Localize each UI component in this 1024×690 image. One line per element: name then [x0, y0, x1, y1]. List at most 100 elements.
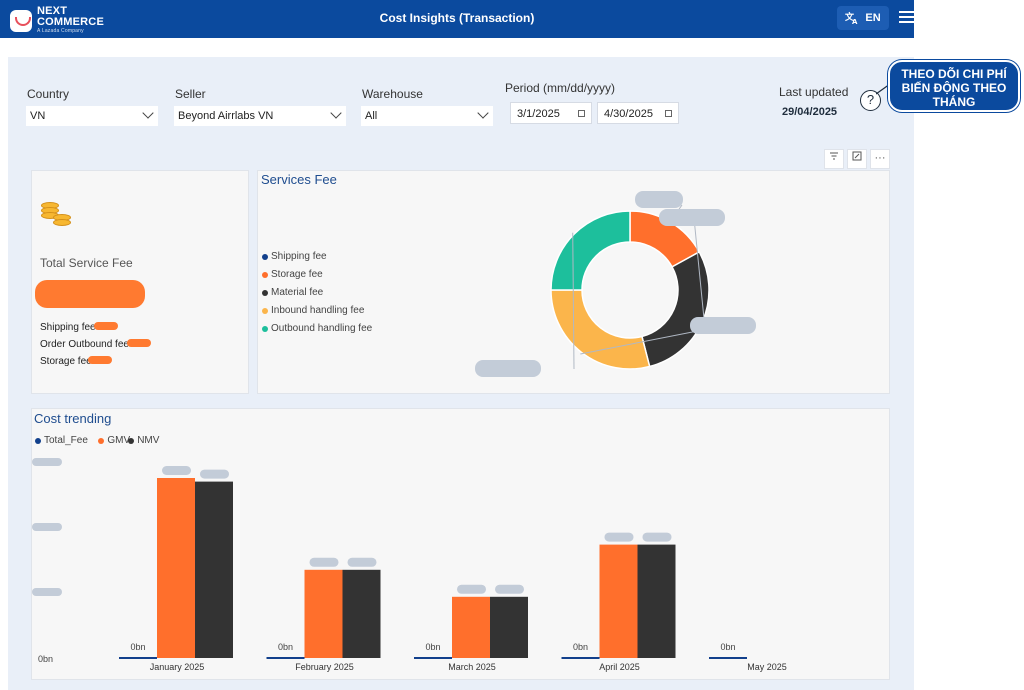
cost-trending-legend-item[interactable]: NMV — [128, 435, 159, 446]
warehouse-select[interactable]: All — [361, 106, 493, 126]
x-tick-label: February 2025 — [295, 662, 354, 672]
order-outbound-fee-label: Order Outbound fee — [40, 339, 129, 350]
period-label: Period (mm/dd/yyyy) — [505, 81, 616, 95]
services-fee-legend-item[interactable]: Outbound handling fee — [262, 323, 372, 334]
legend-dot — [262, 253, 268, 260]
bar-data-label: 0bn — [278, 642, 293, 652]
donut-leader-line — [693, 217, 705, 323]
services-fee-legend-item[interactable]: Material fee — [262, 287, 323, 298]
total-service-fee-label: Total Service Fee — [40, 256, 133, 270]
bar-gmv[interactable] — [304, 569, 343, 658]
legend-dot — [98, 437, 105, 444]
bar-data-label: 0bn — [425, 642, 440, 652]
country-label: Country — [27, 87, 70, 101]
services-fee-legend-item[interactable]: Storage fee — [262, 269, 323, 280]
bar-gmv[interactable] — [157, 478, 195, 658]
legend-label: Storage fee — [271, 269, 323, 280]
bar-nmv[interactable] — [195, 481, 233, 658]
page-title: Cost Insights (Transaction) — [379, 11, 535, 25]
calendar-icon — [665, 110, 672, 117]
bar-gmv[interactable] — [599, 544, 638, 658]
y-tick-redacted — [32, 523, 62, 531]
last-updated-label: Last updated — [779, 85, 849, 99]
translate-icon: 文 A — [845, 11, 858, 25]
donut-data-label-redacted — [690, 317, 756, 334]
bar-data-label-redacted — [642, 532, 672, 542]
total-service-fee-value-redacted — [35, 280, 145, 308]
cost-trending-legend-item[interactable]: GMV — [98, 435, 130, 446]
seller-value: Beyond Airrlabs VN — [178, 110, 274, 122]
legend-label: Inbound handling fee — [271, 305, 365, 316]
top-bar: NEXT COMMERCE A Lazada Company Cost Insi… — [0, 0, 914, 38]
logo-mark-icon — [10, 9, 32, 32]
x-tick-label: March 2025 — [448, 662, 496, 672]
bar-data-label-redacted — [495, 584, 524, 594]
donut-leader-line — [572, 232, 575, 370]
shipping-fee-value-redacted — [94, 322, 118, 330]
bar-data-label-redacted — [200, 469, 229, 479]
bar-data-label: 0bn — [130, 642, 145, 652]
bar-nmv[interactable] — [637, 544, 676, 658]
hamburger-menu-icon[interactable] — [899, 11, 914, 25]
bar-data-label: 0bn — [573, 642, 588, 652]
warehouse-label: Warehouse — [362, 87, 423, 101]
bar-data-label-redacted — [309, 557, 339, 567]
period-end-input[interactable]: 4/30/2025 — [597, 102, 679, 124]
donut-slice-inbound-handling-fee[interactable] — [550, 289, 651, 370]
cost-trending-title: Cost trending — [34, 411, 112, 426]
y-tick-zero: 0bn — [38, 654, 54, 664]
y-tick-redacted — [32, 588, 62, 596]
x-tick-label: April 2025 — [599, 662, 640, 672]
calendar-icon — [578, 110, 585, 117]
legend-label: Shipping fee — [271, 251, 327, 262]
language-button[interactable]: 文 A EN — [837, 6, 889, 30]
bar-gmv[interactable] — [452, 596, 490, 658]
country-select[interactable]: VN — [26, 106, 158, 126]
services-fee-legend-item[interactable]: Shipping fee — [262, 251, 327, 262]
period-end-value: 4/30/2025 — [604, 108, 653, 120]
chevron-down-icon — [142, 107, 154, 119]
bar-data-label-redacted — [457, 584, 486, 594]
last-updated-value: 29/04/2025 — [782, 106, 838, 118]
seller-label: Seller — [175, 87, 206, 101]
services-fee-title: Services Fee — [261, 172, 337, 187]
legend-dot — [262, 307, 268, 314]
bar-data-label-redacted — [162, 466, 191, 475]
bar-nmv[interactable] — [490, 596, 528, 658]
logo[interactable]: NEXT COMMERCE A Lazada Company — [10, 6, 104, 35]
legend-label: Material fee — [271, 287, 324, 298]
storage-fee-label: Storage fee — [40, 356, 92, 367]
period-start-value: 3/1/2025 — [517, 108, 560, 120]
donut-slice-outbound-handling-fee[interactable] — [550, 210, 631, 291]
callout-pointer — [876, 83, 891, 95]
svg-text:A: A — [852, 18, 858, 25]
logo-line-1: NEXT — [37, 5, 68, 17]
y-tick-redacted — [32, 458, 62, 466]
period-start-input[interactable]: 3/1/2025 — [510, 102, 592, 124]
donut-data-label-redacted — [635, 191, 683, 208]
filter-icon[interactable] — [824, 149, 844, 169]
chevron-down-icon — [477, 107, 489, 119]
help-icon[interactable]: ? — [860, 90, 881, 111]
shipping-fee-label: Shipping fee — [40, 322, 96, 333]
legend-label: Total_Fee — [44, 435, 88, 446]
legend-dot — [262, 325, 268, 332]
bar-nmv[interactable] — [342, 569, 381, 658]
donut-data-label-redacted — [475, 360, 541, 377]
focus-mode-icon[interactable] — [847, 149, 867, 169]
x-tick-label: January 2025 — [150, 662, 205, 672]
services-fee-legend-item[interactable]: Inbound handling fee — [262, 305, 364, 316]
legend-label: Outbound handling fee — [271, 323, 373, 334]
logo-tagline: A Lazada Company — [37, 28, 84, 34]
warehouse-value: All — [365, 110, 378, 122]
more-options-icon[interactable]: ··· — [870, 149, 890, 169]
language-label: EN — [865, 12, 881, 24]
seller-select[interactable]: Beyond Airrlabs VN — [174, 106, 346, 126]
legend-dot — [262, 289, 268, 296]
order-outbound-fee-value-redacted — [127, 339, 151, 347]
legend-dot — [262, 271, 268, 278]
bar-data-label-redacted — [604, 532, 634, 542]
cost-trending-legend-item[interactable]: Total_Fee — [35, 435, 88, 446]
